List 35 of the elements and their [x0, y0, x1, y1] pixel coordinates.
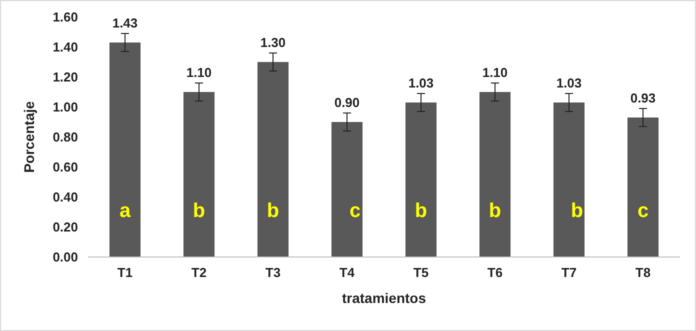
y-tick-label: 1.00: [52, 100, 78, 115]
x-tick-label: T8: [635, 265, 651, 280]
data-label: 1.43: [112, 16, 138, 30]
y-axis-title: Porcentaje: [21, 100, 37, 173]
data-label: 1.10: [186, 65, 212, 80]
x-tick-label: T1: [117, 265, 133, 280]
annotation: b: [266, 200, 280, 222]
y-tick-label: 1.20: [52, 70, 78, 85]
y-tick-label: 0.40: [52, 190, 78, 205]
data-label: 1.10: [482, 65, 508, 80]
x-axis-title: tratamientos: [342, 290, 426, 306]
y-tick-label: 0.20: [52, 220, 78, 235]
x-tick-label: T4: [339, 265, 356, 280]
y-tick-label: 1.40: [52, 40, 78, 55]
annotation: b: [414, 200, 428, 222]
annotation: c: [349, 200, 361, 222]
data-label: 1.03: [408, 76, 434, 90]
y-tick-label: 1.60: [52, 10, 78, 25]
annotation: b: [570, 200, 584, 222]
y-tick-label: 0.00: [52, 250, 78, 265]
data-label: 1.03: [556, 76, 582, 90]
annotation: c: [637, 200, 649, 222]
x-tick-label: T2: [191, 265, 207, 280]
y-tick-label: 0.80: [52, 130, 78, 145]
x-tick-label: T5: [413, 265, 429, 280]
annotation: a: [119, 200, 132, 222]
x-tick-label: T3: [265, 265, 281, 280]
x-tick-label: T6: [487, 265, 503, 280]
data-label: 0.93: [630, 90, 656, 106]
y-tick-label: 0.60: [52, 160, 78, 175]
x-tick-label: T7: [561, 265, 577, 280]
annotation: b: [192, 200, 206, 222]
data-label: 0.90: [334, 95, 360, 110]
annotation: b: [488, 200, 502, 222]
data-label: 1.30: [260, 35, 286, 50]
